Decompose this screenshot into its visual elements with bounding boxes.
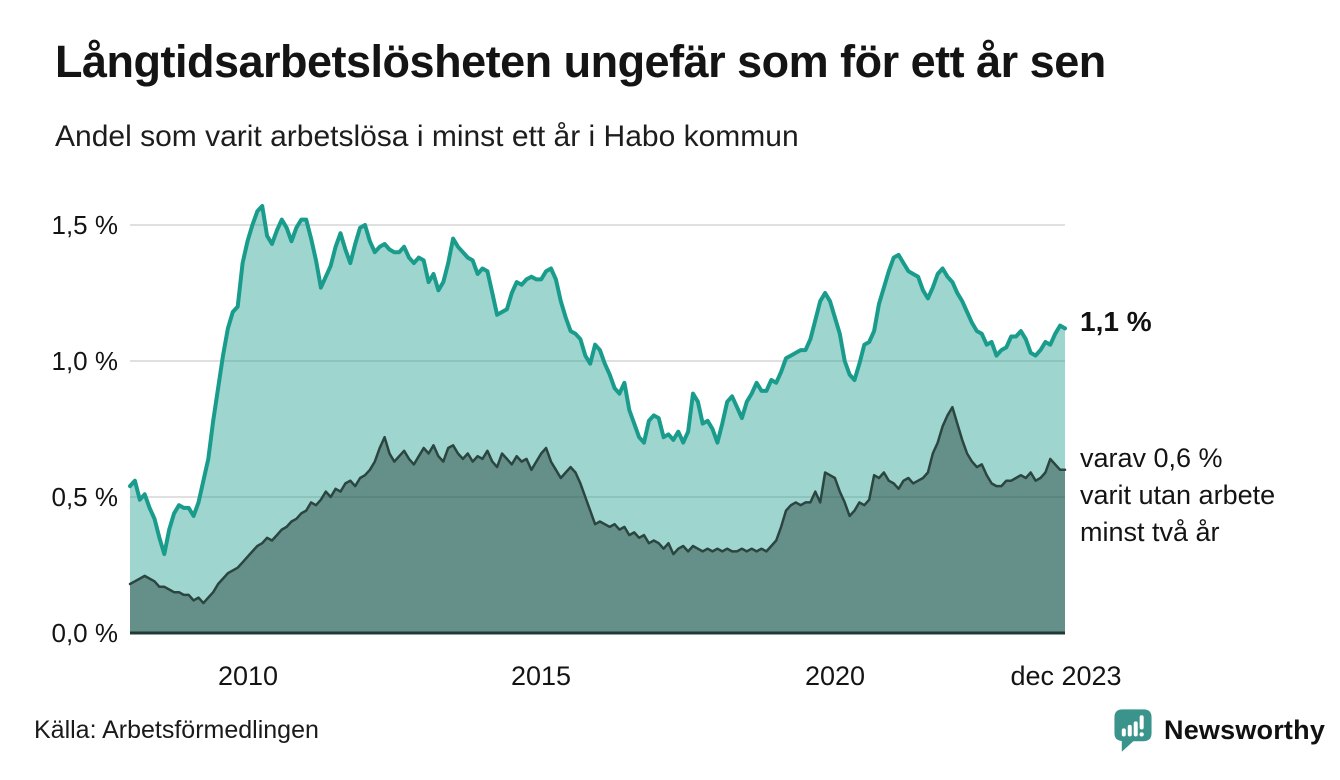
y-tick-0-5: 0,5 %: [51, 482, 119, 512]
series1-end-value-label: 1,1 %: [1080, 306, 1152, 337]
x-tick-2010: 2010: [217, 661, 279, 691]
source-attribution: Källa: Arbetsförmedlingen: [34, 716, 319, 744]
chart-subtitle: Andel som varit arbetslösa i minst ett å…: [55, 120, 799, 153]
annotation-line-3: minst två år: [1080, 517, 1220, 547]
newsworthy-bubble-icon: [1114, 709, 1152, 752]
series2-annotation: varav 0,6 % varit utan arbete minst två …: [1080, 440, 1330, 551]
x-tick-2020: 2020: [804, 661, 866, 691]
y-tick-1-5: 1,5 %: [51, 210, 119, 240]
newsworthy-wordmark: Newsworthy: [1164, 714, 1326, 745]
newsworthy-logo: Newsworthy: [1112, 704, 1325, 756]
series2-line: [128, 405, 1067, 605]
annotation-line-1: varav 0,6 %: [1080, 443, 1223, 473]
series2-area: [130, 407, 1065, 633]
y-tick-1-0: 1,0 %: [51, 346, 119, 376]
page-title: Långtidsarbetslösheten ungefär som för e…: [55, 36, 1106, 87]
y-tick-0-0: 0,0 %: [51, 618, 119, 648]
x-tick-2015: 2015: [510, 661, 572, 691]
x-tick-dec-2023: dec 2023: [1010, 661, 1122, 691]
annotation-line-2: varit utan arbete: [1080, 480, 1276, 510]
series1-area: [130, 206, 1065, 633]
series1-line: [128, 204, 1067, 557]
